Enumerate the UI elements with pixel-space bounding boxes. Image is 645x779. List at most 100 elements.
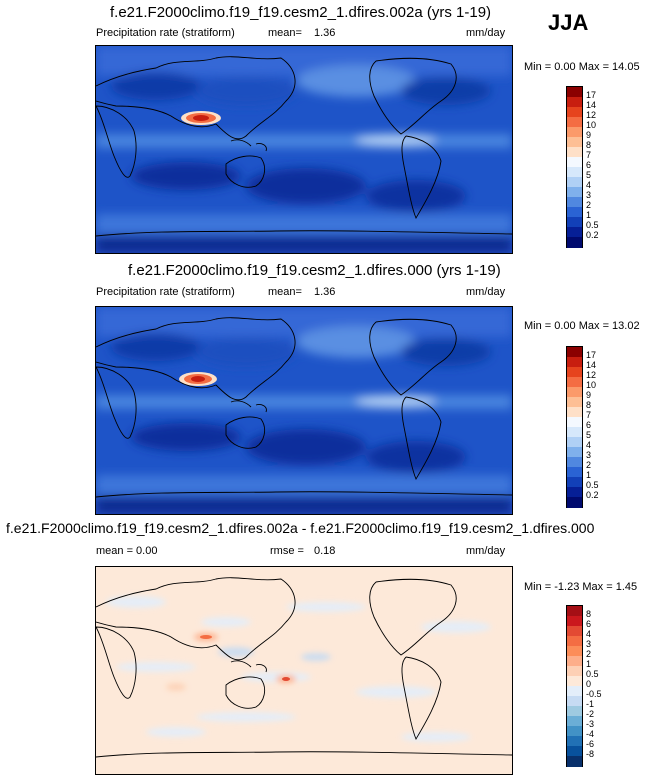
colorbar-swatch [567,477,582,488]
colorbar-tick-label: -0.5 [586,689,602,699]
colorbar-swatch [567,367,582,378]
colorbar-tick-label: -2 [586,709,595,719]
colorbar-swatch [567,237,582,248]
panel-3-rmse-value: 0.18 [314,545,336,557]
colorbar-swatch [567,357,582,368]
colorbar-swatch [567,686,582,697]
colorbar-swatch [567,467,582,478]
colorbar-tick-label: 5 [586,170,592,180]
colorbar-swatch [567,87,582,98]
colorbar-swatch [567,437,582,448]
colorbar-swatch [567,177,582,188]
colorbar-swatch [567,676,582,687]
colorbar-tick-label: 0.5 [586,220,599,230]
colorbar-tick-label: 0.5 [586,480,599,490]
colorbar-swatch [567,407,582,418]
colorbar-tick-label: 14 [586,100,597,110]
panel-2-units: mm/day [466,286,506,298]
colorbar-tick-label: -3 [586,719,595,729]
colorbar-tick-label: 2 [586,649,592,659]
colorbar-tick-label: 2 [586,200,592,210]
colorbar-tick-label: 14 [586,360,597,370]
colorbar-swatch [567,736,582,747]
colorbar-tick-label: 0.2 [586,490,599,500]
colorbar-swatch [567,716,582,727]
colorbar-tick-label: 0.5 [586,669,599,679]
panel-1-mean-label: mean= [268,27,302,39]
panel-1-units: mm/day [466,27,506,39]
colorbar-swatch [567,147,582,158]
colorbar-tick-label: -4 [586,729,595,739]
panel-3-mean-label: mean = 0.00 [96,545,158,557]
panel-1-minmax: Min = 0.00 Max = 14.05 [524,61,640,73]
colorbar-swatch [567,457,582,468]
colorbar-swatch [567,666,582,677]
colorbar-tick-label: 8 [586,140,592,150]
panel-3-title: f.e21.F2000climo.f19_f19.cesm2_1.dfires.… [6,520,595,536]
panel-3-colorbar [566,605,583,767]
colorbar-tick-label: 2 [586,460,592,470]
colorbar-swatch [567,487,582,498]
panel-2-title: f.e21.F2000climo.f19_f19.cesm2_1.dfires.… [128,262,501,279]
colorbar-tick-label: 12 [586,110,597,120]
colorbar-tick-label: -1 [586,699,595,709]
panel-2-variable-label: Precipitation rate (stratiform) [96,286,235,298]
panel-3-rmse-label: rmse = [270,545,304,557]
colorbar-tick-label: 10 [586,120,597,130]
colorbar-swatch [567,726,582,737]
panel-1-mean-value: 1.36 [314,27,336,39]
colorbar-swatch [567,616,582,627]
colorbar-tick-label: 17 [586,350,597,360]
panel-3-map-svg [96,567,512,774]
colorbar-swatch [567,656,582,667]
colorbar-swatch [567,207,582,218]
colorbar-tick-label: -6 [586,739,595,749]
colorbar-tick-label: 3 [586,450,592,460]
colorbar-swatch [567,427,582,438]
colorbar-swatch [567,397,582,408]
colorbar-swatch [567,137,582,148]
colorbar-tick-label: 8 [586,609,592,619]
colorbar-swatch [567,227,582,238]
colorbar-swatch [567,646,582,657]
panel-1-colorbar [566,86,583,248]
colorbar-swatch [567,387,582,398]
colorbar-tick-label: 8 [586,400,592,410]
panel-1-map [95,45,513,254]
colorbar-swatch [567,197,582,208]
panel-3-map [95,566,513,775]
colorbar-tick-label: 9 [586,130,592,140]
colorbar-tick-label: 6 [586,160,592,170]
colorbar-swatch [567,606,582,617]
colorbar-tick-label: 7 [586,410,592,420]
colorbar-tick-label: 7 [586,150,592,160]
colorbar-tick-label: 4 [586,629,592,639]
colorbar-swatch [567,417,582,428]
panel-1-map-svg [96,46,512,253]
panel-2-mean-value: 1.36 [314,286,336,298]
colorbar-tick-label: 6 [586,619,592,629]
colorbar-tick-label: 3 [586,190,592,200]
colorbar-swatch [567,447,582,458]
colorbar-swatch [567,347,582,358]
season-label: JJA [548,10,589,35]
colorbar-swatch [567,187,582,198]
colorbar-tick-label: 6 [586,420,592,430]
colorbar-swatch [567,217,582,228]
colorbar-tick-label: 5 [586,430,592,440]
colorbar-tick-label: 12 [586,370,597,380]
panel-2-mean-label: mean= [268,286,302,298]
colorbar-swatch [567,377,582,388]
colorbar-tick-label: 4 [586,180,592,190]
colorbar-swatch [567,696,582,707]
colorbar-tick-label: 9 [586,390,592,400]
colorbar-swatch [567,746,582,757]
panel-1-variable-label: Precipitation rate (stratiform) [96,27,235,39]
colorbar-swatch [567,157,582,168]
colorbar-swatch [567,636,582,647]
colorbar-swatch [567,626,582,637]
panel-2-map-svg [96,307,512,514]
panel-1-title: f.e21.F2000climo.f19_f19.cesm2_1.dfires.… [110,4,492,21]
colorbar-tick-label: 3 [586,639,592,649]
colorbar-tick-label: 17 [586,90,597,100]
